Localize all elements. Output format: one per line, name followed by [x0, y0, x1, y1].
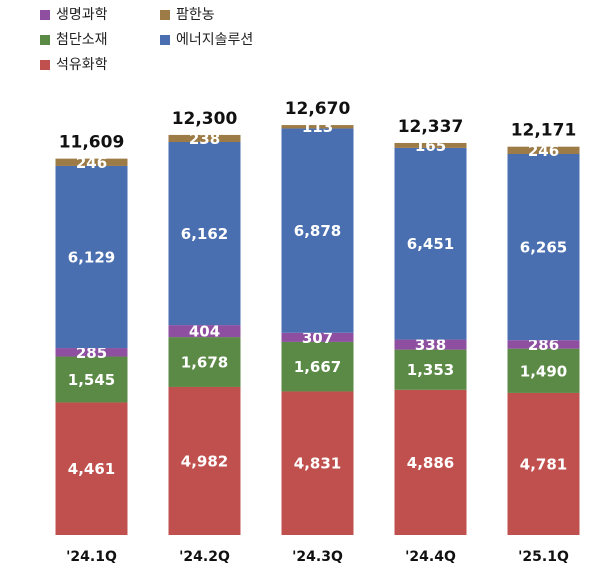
- data-label: 113: [302, 118, 333, 136]
- data-label: 404: [189, 323, 220, 341]
- data-label: 307: [302, 329, 333, 347]
- legend-label: 석유화학: [56, 57, 108, 73]
- total-label: 11,609: [59, 133, 125, 153]
- data-label: 238: [189, 130, 220, 148]
- legend-swatch: [40, 35, 50, 45]
- data-label: 285: [76, 344, 107, 362]
- data-label: 1,490: [520, 362, 567, 380]
- data-label: 4,982: [181, 452, 228, 470]
- bar-segment: [281, 128, 354, 333]
- data-label: 6,162: [181, 225, 228, 243]
- legend-swatch: [40, 60, 50, 70]
- bar-segment: [394, 389, 467, 535]
- bar-segment: [168, 134, 241, 142]
- data-label: 6,451: [407, 235, 454, 253]
- legend-label: 팜한농: [176, 7, 215, 23]
- x-tick-label: '24.2Q: [179, 549, 230, 565]
- bar-segment: [507, 348, 580, 393]
- legend-label: 생명과학: [56, 7, 108, 23]
- data-label: 4,461: [68, 460, 115, 478]
- total-label: 12,337: [398, 117, 464, 137]
- data-label: 4,831: [294, 455, 341, 473]
- x-tick-label: '25.1Q: [518, 549, 569, 565]
- bar-segment: [394, 349, 467, 390]
- total-label: 12,670: [285, 99, 351, 119]
- total-label: 12,300: [172, 109, 238, 129]
- data-label: 6,878: [294, 222, 341, 240]
- total-label: 12,171: [511, 121, 577, 141]
- data-label: 1,353: [407, 361, 454, 379]
- bar-segment: [168, 141, 241, 326]
- x-tick-label: '24.1Q: [66, 549, 117, 565]
- data-label: 1,678: [181, 354, 228, 372]
- data-label: 6,129: [68, 249, 115, 267]
- bar-segment: [168, 325, 241, 338]
- bar-segment: [507, 146, 580, 155]
- legend-label: 첨단소재: [56, 32, 108, 48]
- bar-segment: [55, 165, 128, 349]
- bar-segment: [55, 348, 128, 357]
- bar-segment: [168, 386, 241, 535]
- bar-segment: [507, 340, 580, 349]
- legend-swatch: [40, 10, 50, 20]
- x-tick-label: '24.4Q: [405, 549, 456, 565]
- bar-segment: [394, 147, 467, 340]
- data-label: 338: [415, 336, 446, 354]
- data-label: 1,667: [294, 358, 341, 376]
- data-label: 165: [415, 137, 446, 155]
- legend-label: 에너지솔루션: [176, 32, 253, 48]
- data-label: 286: [528, 336, 559, 354]
- data-label: 246: [528, 142, 559, 160]
- bar-segment: [55, 402, 128, 535]
- bar-segment: [394, 142, 467, 148]
- legend-swatch: [160, 35, 170, 45]
- data-label: 6,265: [520, 239, 567, 257]
- x-tick-label: '24.3Q: [292, 549, 343, 565]
- legend-swatch: [160, 10, 170, 20]
- bar-segment: [55, 158, 128, 166]
- bar-segment: [394, 339, 467, 350]
- bar-segment: [168, 337, 241, 387]
- bar-segment: [281, 332, 354, 342]
- data-label: 1,545: [68, 371, 115, 389]
- bar-segment: [281, 341, 354, 392]
- bar-segment: [55, 356, 128, 403]
- data-label: 4,886: [407, 454, 454, 472]
- bar-segment: [507, 392, 580, 535]
- data-label: 246: [76, 154, 107, 172]
- data-label: 4,781: [520, 455, 567, 473]
- bar-segment: [281, 125, 354, 129]
- bar-segment: [507, 154, 580, 341]
- bar-segment: [281, 391, 354, 535]
